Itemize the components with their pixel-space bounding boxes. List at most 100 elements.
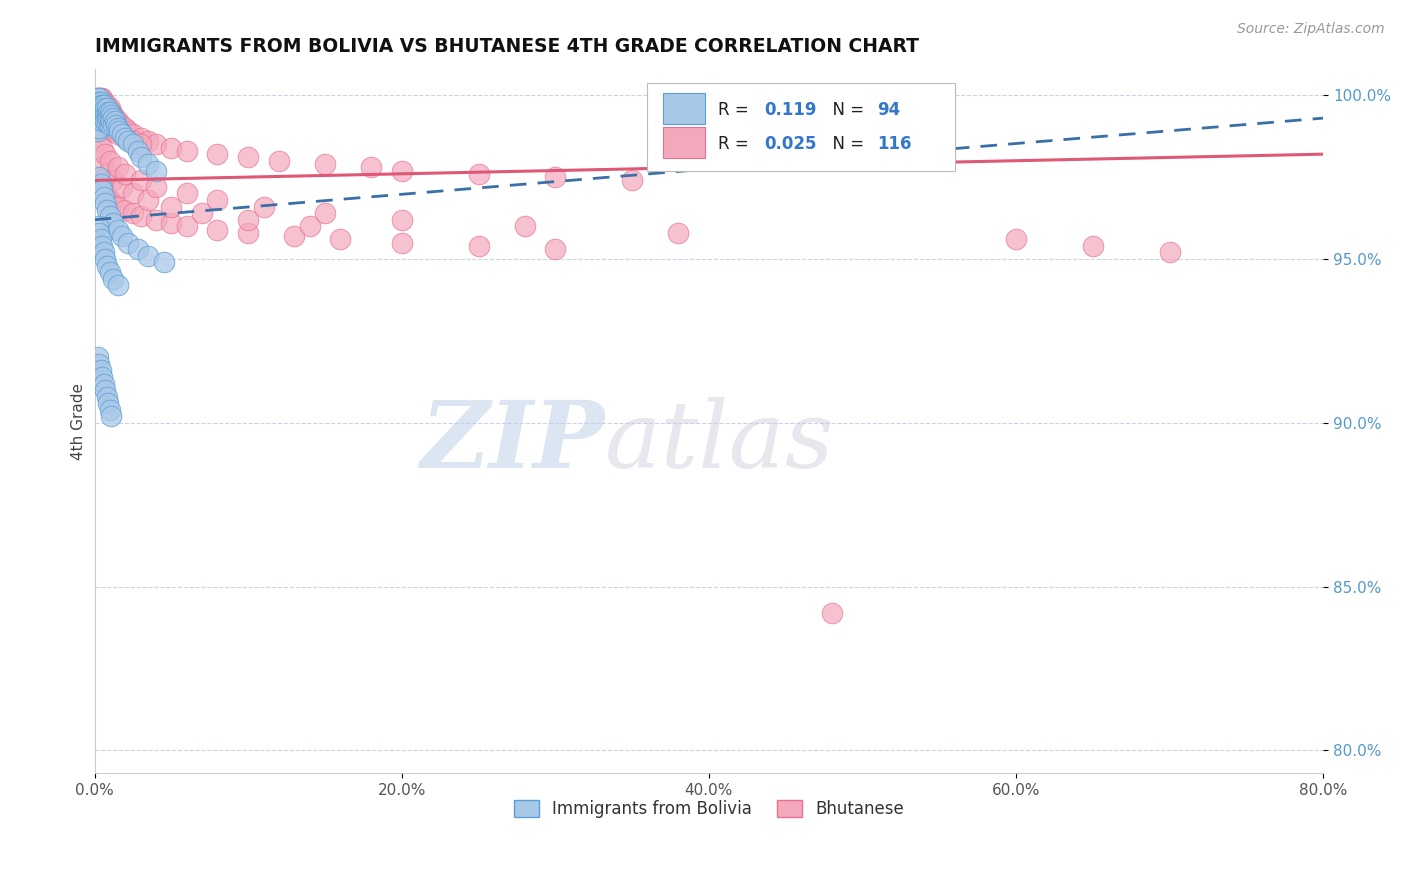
Text: R =: R = [717,101,754,119]
Point [513,219,536,234]
Point [93,183,115,197]
Text: 0.119: 0.119 [765,101,817,119]
Point [89,101,111,115]
Point [160,216,183,230]
Point [91,140,114,154]
Point [238,226,260,240]
Point [84,120,107,135]
Point [122,137,145,152]
Point [105,118,128,132]
Point [252,200,274,214]
Point [89,357,111,371]
Point [98,118,121,132]
Point [91,91,114,105]
Point [114,130,136,145]
Point [98,120,121,135]
Point [93,376,115,391]
Point [107,128,129,142]
Point [96,190,118,204]
Point [89,101,111,115]
Text: N =: N = [823,136,869,153]
Point [89,95,111,109]
Point [621,173,644,187]
Point [97,111,120,125]
Point [89,108,111,122]
Point [544,170,567,185]
Point [97,101,120,115]
Point [96,98,118,112]
Point [90,363,112,377]
Point [98,108,121,122]
FancyBboxPatch shape [648,83,955,171]
Point [101,111,124,125]
Point [100,108,122,122]
Point [89,114,111,128]
Point [314,157,336,171]
Point [111,180,134,194]
Point [136,134,159,148]
Point [101,196,124,211]
Point [93,95,115,109]
Point [86,124,108,138]
Point [101,108,124,122]
Point [267,153,290,168]
Point [86,118,108,132]
Point [91,98,114,112]
Point [90,177,112,191]
Point [89,108,111,122]
Point [114,202,136,217]
Point [89,101,111,115]
Point [89,91,111,105]
Point [96,390,118,404]
Point [207,147,229,161]
Point [90,104,112,119]
Point [93,111,115,125]
Point [94,101,117,115]
Point [98,265,121,279]
Point [86,91,108,105]
Point [91,98,114,112]
Point [666,226,689,240]
Point [98,104,121,119]
Point [207,193,229,207]
Point [84,114,107,128]
Point [94,252,117,266]
Point [129,173,152,187]
Point [145,180,167,194]
Point [96,118,118,132]
Point [467,239,489,253]
Point [103,114,125,128]
Point [98,153,121,168]
Y-axis label: 4th Grade: 4th Grade [72,383,86,459]
Point [127,242,149,256]
Point [391,163,413,178]
Point [391,235,413,250]
Text: IMMIGRANTS FROM BOLIVIA VS BHUTANESE 4TH GRADE CORRELATION CHART: IMMIGRANTS FROM BOLIVIA VS BHUTANESE 4TH… [94,37,918,56]
Point [136,193,159,207]
Legend: Immigrants from Bolivia, Bhutanese: Immigrants from Bolivia, Bhutanese [508,794,911,825]
Point [122,206,145,220]
Point [86,104,108,119]
Point [96,104,118,119]
Point [101,173,124,187]
Point [94,383,117,397]
Point [114,167,136,181]
Point [90,177,112,191]
Point [86,101,108,115]
Point [94,108,117,122]
Point [86,98,108,112]
Point [145,212,167,227]
Point [94,147,117,161]
Point [100,104,122,119]
Point [122,128,145,142]
Point [108,124,131,138]
Point [98,111,121,125]
Point [101,124,124,138]
Point [101,118,124,132]
Point [176,144,198,158]
Point [90,104,112,119]
Point [84,108,107,122]
Point [90,98,112,112]
Point [136,249,159,263]
Point [107,120,129,135]
